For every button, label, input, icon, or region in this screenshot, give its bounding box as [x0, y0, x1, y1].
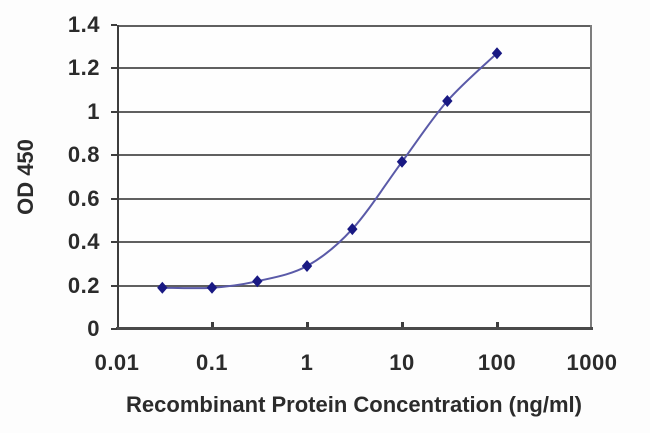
x-tick-mark [305, 322, 309, 327]
x-tick-label: 10 [389, 350, 415, 375]
y-tick-label: 0.4 [67, 229, 100, 255]
y-tick-label: 1.4 [67, 12, 100, 37]
y-tick-mark [111, 328, 117, 330]
y-axis-line [117, 25, 119, 329]
gridline [117, 197, 592, 200]
x-tick-label: 1000 [566, 350, 618, 375]
gridline [117, 110, 592, 113]
gridline [117, 154, 592, 157]
y-tick-label: 0.2 [67, 272, 100, 298]
x-tick-mark [400, 322, 404, 327]
y-tick-label: 0.8 [67, 142, 100, 168]
y-tick-mark [111, 24, 117, 26]
plot-area [111, 24, 593, 330]
y-tick-mark [111, 110, 117, 113]
y-tick-mark [111, 67, 117, 70]
y-tick-label: 0 [87, 316, 100, 341]
data-point-marker [252, 275, 263, 288]
data-curve-layer [157, 47, 503, 294]
gridline [117, 284, 592, 287]
y-tick-mark [111, 241, 117, 244]
gridline [117, 241, 592, 244]
data-point-marker [157, 281, 168, 294]
plot-top-border [117, 25, 592, 27]
data-point-marker [396, 155, 408, 168]
y-tick-label: 0.6 [67, 185, 100, 211]
x-tick-label: 0.1 [195, 350, 229, 375]
y-tick-mark [111, 154, 117, 157]
x-tick-label: 1 [300, 350, 314, 375]
x-axis-title: Recombinant Protein Concentration (ng/ml… [126, 392, 582, 417]
data-point-marker [347, 223, 358, 236]
data-point-marker [301, 260, 313, 273]
y-tick-label: 1.2 [67, 55, 100, 81]
data-curve [162, 52, 498, 290]
data-point-marker [442, 95, 453, 107]
x-axis-line [116, 327, 593, 330]
x-tick-label: 0.01 [94, 350, 140, 375]
y-tick-mark [111, 284, 117, 287]
x-tick-mark [495, 322, 499, 327]
y-tick-label: 1 [87, 98, 100, 124]
data-point-marker [491, 47, 503, 60]
data-point-marker [206, 281, 218, 294]
gridline [117, 67, 592, 70]
plot-right-border [590, 25, 592, 329]
y-tick-mark [111, 197, 117, 200]
x-tick-label: 100 [477, 350, 517, 375]
x-tick-mark [210, 322, 214, 327]
